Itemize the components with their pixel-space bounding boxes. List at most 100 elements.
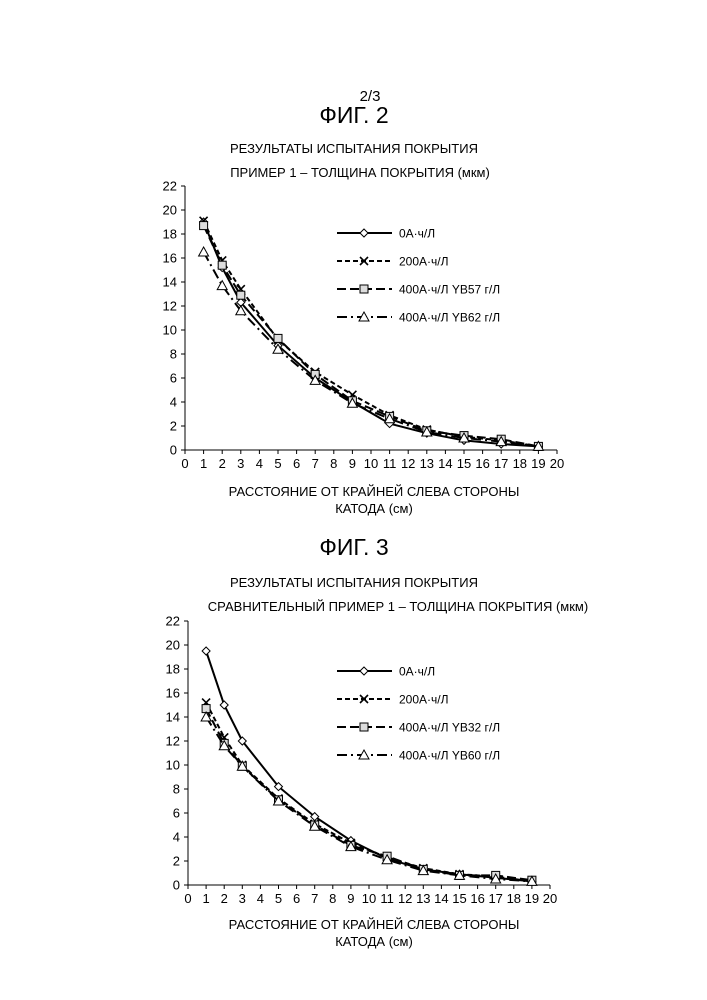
x-tick-label: 18 <box>513 456 527 471</box>
legend-label: 400А·ч/Л YB62 г/Л <box>399 311 500 325</box>
y-tick-label: 18 <box>166 662 180 677</box>
x-tick-label: 16 <box>475 456 489 471</box>
x-tick-label: 5 <box>274 456 281 471</box>
series-line <box>204 252 539 446</box>
y-tick-label: 16 <box>166 686 180 701</box>
legend-label: 400А·ч/Л YB32 г/Л <box>399 721 500 735</box>
legend-marker <box>360 667 368 675</box>
x-tick-label: 16 <box>470 891 484 906</box>
x-tick-label: 6 <box>293 456 300 471</box>
x-tick-label: 0 <box>184 891 191 906</box>
x-tick-label: 13 <box>416 891 430 906</box>
x-tick-label: 15 <box>457 456 471 471</box>
x-tick-label: 5 <box>275 891 282 906</box>
y-tick-label: 6 <box>173 806 180 821</box>
legend-item: 400А·ч/Л YB57 г/Л <box>337 283 500 297</box>
x-tick-label: 14 <box>434 891 448 906</box>
y-tick-label: 20 <box>163 203 177 218</box>
legend-item: 400А·ч/Л YB60 г/Л <box>337 749 500 763</box>
chart-title: РЕЗУЛЬТАТЫ ИСПЫТАНИЯ ПОКРЫТИЯ <box>230 141 478 156</box>
data-point <box>202 647 210 655</box>
x-tick-label: 15 <box>452 891 466 906</box>
chart-title: РЕЗУЛЬТАТЫ ИСПЫТАНИЯ ПОКРЫТИЯ <box>230 575 478 590</box>
series-line <box>206 717 532 881</box>
data-point <box>274 334 282 342</box>
x-tick-label: 7 <box>311 891 318 906</box>
series-4 <box>201 712 537 885</box>
x-tick-label: 19 <box>525 891 539 906</box>
legend-item: 400А·ч/Л YB62 г/Л <box>337 311 500 325</box>
x-tick-label: 20 <box>543 891 557 906</box>
y-tick-label: 8 <box>170 347 177 362</box>
x-tick-label: 11 <box>380 891 394 906</box>
legend-label: 200А·ч/Л <box>399 255 448 269</box>
x-tick-label: 6 <box>293 891 300 906</box>
legend-item: 0А·ч/Л <box>337 665 435 679</box>
y-tick-label: 12 <box>166 734 180 749</box>
y-tick-label: 18 <box>163 227 177 242</box>
y-tick-label: 16 <box>163 251 177 266</box>
chart-1: ФИГ. 2 РЕЗУЛЬТАТЫ ИСПЫТАНИЯ ПОКРЫТИЯ ПРИМЕ… <box>163 102 565 516</box>
series-line <box>206 651 532 881</box>
x-axis-label-line2: КАТОДА (см) <box>335 934 413 949</box>
y-tick-label: 10 <box>163 323 177 338</box>
legend-item: 200А·ч/Л <box>337 693 448 707</box>
series-1 <box>200 218 543 450</box>
legend-item: 0А·ч/Л <box>337 227 435 241</box>
x-tick-label: 14 <box>438 456 452 471</box>
legend-label: 0А·ч/Л <box>399 665 435 679</box>
y-tick-label: 12 <box>163 299 177 314</box>
x-tick-label: 17 <box>488 891 502 906</box>
y-tick-label: 2 <box>173 854 180 869</box>
x-axis-label: РАССТОЯНИЕ ОТ КРАЙНЕЙ СЛЕВА СТОРОНЫ <box>229 484 520 499</box>
x-tick-label: 0 <box>181 456 188 471</box>
x-tick-label: 2 <box>219 456 226 471</box>
x-tick-label: 10 <box>362 891 376 906</box>
y-tick-label: 14 <box>163 275 177 290</box>
data-point <box>199 247 209 256</box>
x-tick-label: 2 <box>221 891 228 906</box>
y-tick-label: 4 <box>170 395 177 410</box>
legend-item: 400А·ч/Л YB32 г/Л <box>337 721 500 735</box>
legend-label: 400А·ч/Л YB57 г/Л <box>399 283 500 297</box>
x-tick-label: 8 <box>329 891 336 906</box>
chart-subtitle: СРАВНИТЕЛЬНЫЙ ПРИМЕР 1 – ТОЛЩИНА ПОКРЫТИ… <box>208 599 588 614</box>
data-point <box>220 701 228 709</box>
legend-marker <box>360 723 368 731</box>
data-point <box>217 281 227 290</box>
series-4 <box>199 247 544 450</box>
series-2 <box>200 217 543 451</box>
series-line <box>204 222 539 446</box>
figure-label: ФИГ. 2 <box>319 102 388 128</box>
legend-marker <box>360 229 368 237</box>
x-tick-label: 12 <box>398 891 412 906</box>
x-tick-label: 4 <box>257 891 264 906</box>
x-tick-label: 8 <box>330 456 337 471</box>
x-axis-label: РАССТОЯНИЕ ОТ КРАЙНЕЙ СЛЕВА СТОРОНЫ <box>229 917 520 932</box>
y-tick-label: 0 <box>170 443 177 458</box>
y-tick-label: 22 <box>166 614 180 629</box>
x-tick-label: 3 <box>237 456 244 471</box>
x-tick-label: 13 <box>420 456 434 471</box>
x-tick-label: 1 <box>200 456 207 471</box>
legend-marker <box>360 285 368 293</box>
y-tick-label: 10 <box>166 758 180 773</box>
x-tick-label: 7 <box>312 456 319 471</box>
y-tick-label: 6 <box>170 371 177 386</box>
figure-label: ФИГ. 3 <box>319 534 388 560</box>
legend-label: 0А·ч/Л <box>399 227 435 241</box>
x-tick-label: 20 <box>550 456 564 471</box>
x-tick-label: 17 <box>494 456 508 471</box>
x-tick-label: 3 <box>239 891 246 906</box>
y-tick-label: 22 <box>163 179 177 194</box>
data-point <box>237 291 245 299</box>
chart-subtitle: ПРИМЕР 1 – ТОЛЩИНА ПОКРЫТИЯ (мкм) <box>230 165 490 180</box>
chart-2: ФИГ. 3 РЕЗУЛЬТАТЫ ИСПЫТАНИЯ ПОКРЫТИЯ СРАВН… <box>166 534 589 949</box>
legend-label: 400А·ч/Л YB60 г/Л <box>399 749 500 763</box>
y-tick-label: 8 <box>173 782 180 797</box>
x-tick-label: 19 <box>531 456 545 471</box>
series-3 <box>200 222 543 451</box>
x-axis-label-line2: КАТОДА (см) <box>335 501 413 516</box>
data-point <box>218 261 226 269</box>
